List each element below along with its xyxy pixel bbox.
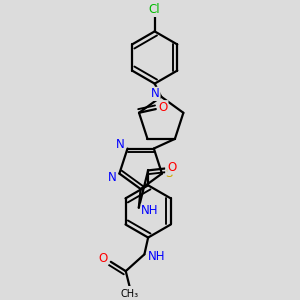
- Text: O: O: [99, 252, 108, 265]
- Text: S: S: [166, 167, 173, 180]
- Text: N: N: [151, 87, 160, 101]
- Text: N: N: [107, 171, 116, 184]
- Text: Cl: Cl: [149, 3, 161, 16]
- Text: NH: NH: [141, 204, 159, 217]
- Text: O: O: [168, 161, 177, 174]
- Text: O: O: [159, 101, 168, 114]
- Text: N: N: [116, 138, 124, 151]
- Text: CH₃: CH₃: [120, 289, 139, 298]
- Text: NH: NH: [148, 250, 165, 263]
